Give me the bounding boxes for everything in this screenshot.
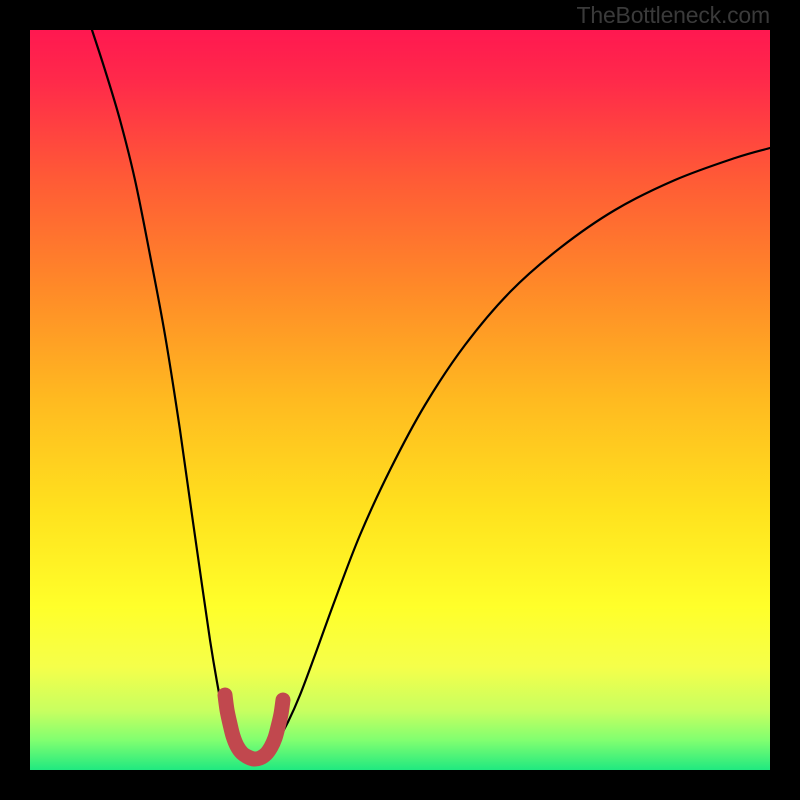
valley-marker (225, 695, 283, 759)
plot-area (30, 30, 770, 770)
bottleneck-curve (92, 30, 770, 759)
curve-layer (30, 30, 770, 770)
watermark-text: TheBottleneck.com (577, 2, 770, 29)
